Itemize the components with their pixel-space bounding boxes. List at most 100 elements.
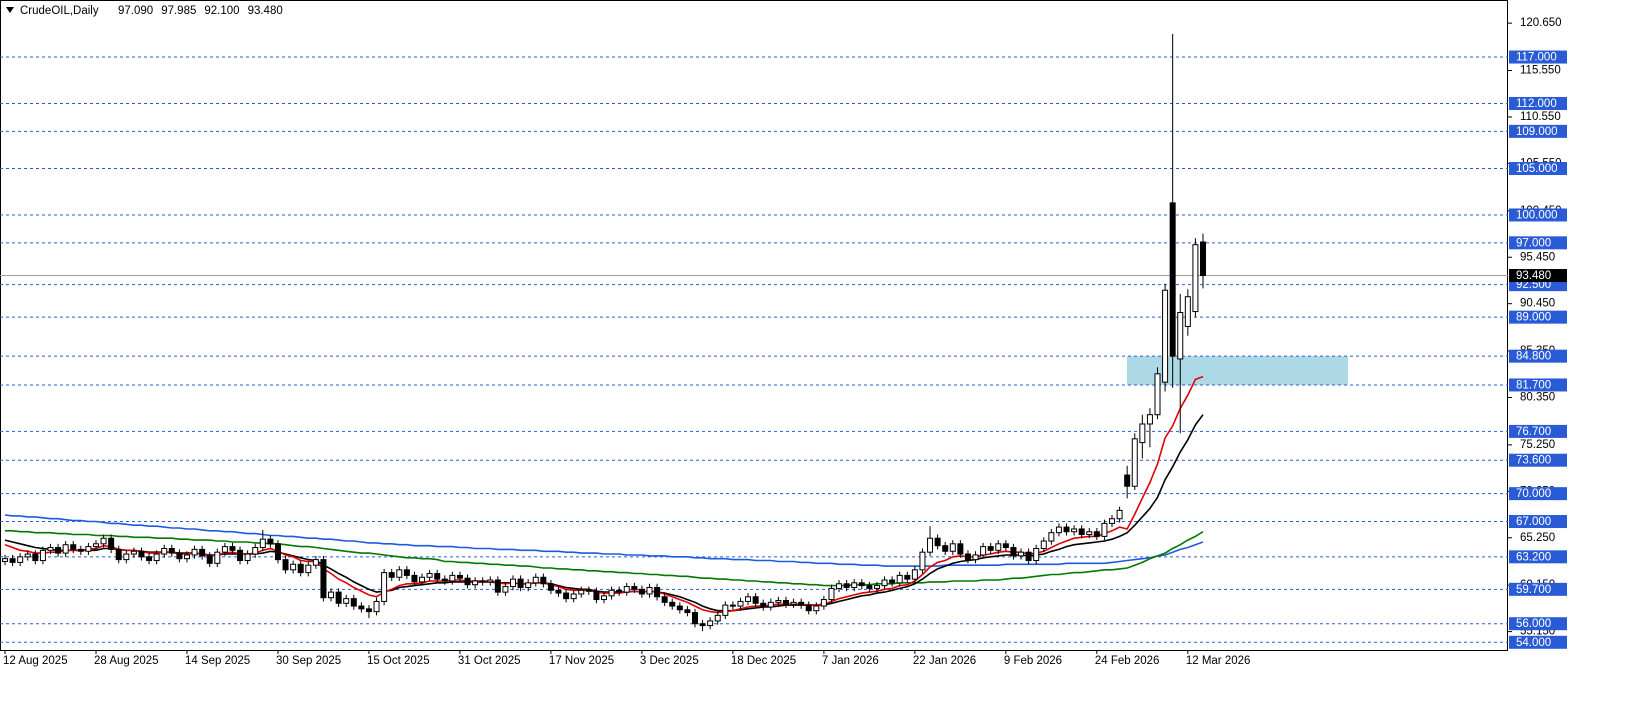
candle-body: [479, 580, 486, 583]
candle-body: [729, 604, 736, 607]
candle-body: [9, 558, 16, 563]
header-value: 93.480: [248, 5, 283, 17]
x-tick-label: 28 Aug 2025: [94, 655, 159, 667]
candle-body: [297, 563, 304, 574]
candle-body: [601, 595, 607, 601]
candle-body: [866, 585, 873, 589]
candle-body: [487, 579, 494, 583]
candle-body: [365, 608, 372, 613]
candle-body: [153, 553, 160, 562]
candle-body: [654, 586, 661, 598]
candle-body: [934, 537, 941, 547]
x-tick-label: 7 Jan 2026: [822, 655, 879, 667]
candle-body: [616, 589, 623, 593]
level-label: 54.000: [1516, 637, 1551, 649]
level-label-box: [1509, 50, 1567, 64]
candle-body: [1002, 543, 1009, 549]
candle-body: [1154, 373, 1161, 416]
candle-body: [1109, 518, 1116, 524]
x-tick-label: 31 Oct 2025: [458, 655, 521, 667]
candle-body: [896, 574, 903, 584]
candle-body: [441, 578, 448, 582]
header-value: 97.985: [161, 5, 196, 17]
level-label-box: [1509, 635, 1567, 649]
candle-body: [168, 547, 175, 554]
candle-body: [563, 592, 570, 600]
candle-body: [282, 559, 289, 571]
candle-body: [1078, 528, 1085, 536]
candle-body: [919, 551, 926, 571]
menu-arrow[interactable]: [6, 7, 14, 13]
candle-body: [229, 546, 236, 551]
candle-body: [532, 576, 539, 584]
candle-body: [775, 599, 782, 603]
candle-body: [623, 586, 630, 593]
candle-body: [274, 543, 281, 561]
x-tick-label: 9 Feb 2026: [1004, 655, 1062, 667]
candle-body: [570, 593, 577, 600]
candle-body: [244, 553, 251, 562]
level-label: 63.200: [1516, 551, 1551, 563]
candle-body: [343, 598, 350, 604]
candle-body: [1010, 547, 1017, 557]
candle-body: [722, 604, 729, 616]
candle-body: [396, 569, 403, 578]
candle-body: [858, 582, 865, 587]
candle-body: [350, 598, 357, 607]
candle-body: [1124, 474, 1131, 487]
level-label-box: [1509, 424, 1567, 438]
candle-body: [419, 576, 426, 583]
candle-body: [1086, 531, 1093, 536]
level-label-box: [1509, 310, 1567, 324]
candle-body: [47, 547, 54, 551]
y-tick-label: 75.250: [1520, 439, 1555, 451]
candle-body: [502, 586, 509, 593]
candle-body: [782, 599, 789, 605]
candle-body: [820, 599, 827, 607]
candle-body: [1192, 244, 1199, 313]
candle-body: [517, 578, 524, 588]
level-label-box: [1509, 617, 1567, 631]
candle-body: [335, 591, 342, 604]
candle-body: [85, 546, 92, 552]
header-value: 92.100: [204, 5, 239, 17]
candle-body: [1063, 526, 1070, 533]
candle-body: [995, 543, 1002, 551]
level-label: 84.800: [1516, 351, 1551, 363]
candle-body: [115, 548, 122, 561]
candle-body: [957, 543, 964, 555]
candle-body: [328, 591, 335, 599]
candle-body: [411, 574, 418, 583]
x-tick-label: 15 Oct 2025: [367, 655, 430, 667]
y-tick-label: 65.250: [1520, 532, 1555, 544]
candle-body: [578, 589, 585, 595]
level-label: 81.700: [1516, 379, 1551, 391]
candle-body: [237, 549, 244, 562]
level-label: 112.000: [1516, 98, 1557, 110]
candle-body: [252, 547, 259, 555]
level-label: 109.000: [1516, 126, 1558, 138]
level-label: 76.700: [1516, 426, 1551, 438]
candle-body: [199, 548, 206, 557]
candle-body: [745, 596, 752, 602]
candle-body: [942, 545, 949, 552]
level-label: 100.000: [1516, 209, 1558, 221]
candle-body: [123, 553, 130, 561]
y-tick-label: 80.350: [1520, 392, 1555, 404]
candle-body: [767, 601, 774, 608]
y-tick-label: 110.550: [1520, 111, 1561, 123]
candle-body: [699, 623, 706, 627]
candle-body: [873, 585, 880, 589]
candle-body: [259, 538, 266, 549]
candle-body: [373, 600, 380, 613]
candle-body: [987, 546, 994, 551]
candle-body: [108, 537, 115, 550]
candle-body: [77, 548, 84, 552]
candle-body: [510, 578, 517, 588]
x-tick-label: 14 Sep 2025: [185, 655, 250, 667]
level-label: 117.000: [1516, 52, 1557, 64]
candle-body: [206, 555, 213, 564]
level-label-box: [1509, 515, 1567, 529]
candle-body: [138, 550, 145, 558]
candle-body: [980, 546, 987, 556]
